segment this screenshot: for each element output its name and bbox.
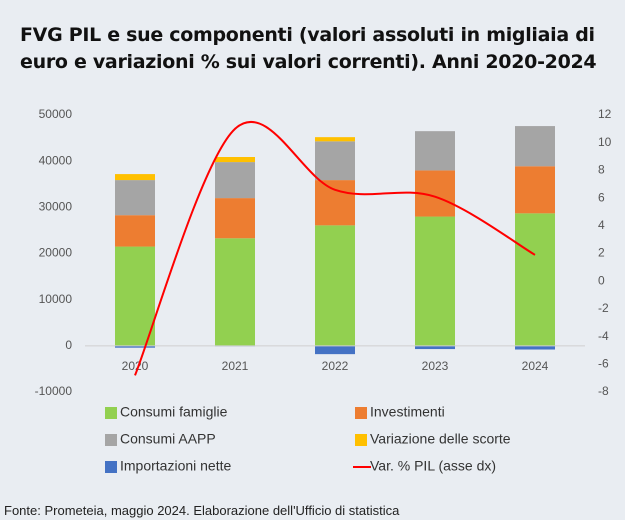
y2-tick-label: -6 <box>598 356 609 370</box>
y2-tick-label: 0 <box>598 273 605 287</box>
legend-label: Variazione delle scorte <box>370 431 511 447</box>
bar-segment <box>315 137 355 142</box>
y-tick-label: 40000 <box>39 153 73 167</box>
y2-tick-label: 12 <box>598 107 612 121</box>
bar-segment <box>515 166 555 214</box>
legend-label: Importazioni nette <box>120 458 231 474</box>
legend-swatch <box>105 461 117 473</box>
y-tick-label: 20000 <box>39 246 73 260</box>
y-tick-label: 30000 <box>39 200 73 214</box>
legend-swatch <box>105 407 117 419</box>
y-tick-label: 0 <box>65 338 72 352</box>
legend-label: Investimenti <box>370 404 445 420</box>
y2-tick-label: 4 <box>598 218 605 232</box>
x-tick-label: 2022 <box>322 359 349 373</box>
x-tick-label: 2023 <box>422 359 449 373</box>
legend-label: Consumi famiglie <box>120 404 228 420</box>
legend-swatch <box>105 434 117 446</box>
y2-tick-label: 2 <box>598 246 605 260</box>
y2-tick-label: 6 <box>598 190 605 204</box>
bar-segment <box>115 174 155 181</box>
y2-tick-label: -8 <box>598 384 609 398</box>
line-series <box>134 120 536 376</box>
bar-segment <box>215 238 255 346</box>
y2-tick-label: 8 <box>598 163 605 177</box>
bar-segment <box>415 216 455 346</box>
bar-segment <box>115 246 155 346</box>
bar-segment <box>115 345 155 348</box>
x-tick-label: 2021 <box>222 359 249 373</box>
bar-segment <box>515 213 555 346</box>
source-note: Fonte: Prometeia, maggio 2024. Elaborazi… <box>4 503 400 518</box>
bar-segment <box>515 126 555 167</box>
bar-segment <box>215 162 255 199</box>
legend-label: Var. % PIL (asse dx) <box>370 458 496 474</box>
legend-swatch <box>355 434 367 446</box>
bar-segment <box>115 180 155 216</box>
chart-title: FVG PIL e sue componenti (valori assolut… <box>20 24 597 73</box>
y-tick-label: 50000 <box>39 107 73 121</box>
bar-segment <box>315 225 355 346</box>
bar-segment <box>315 141 355 181</box>
bar-segment <box>315 345 355 355</box>
chart: -10000 0 10000 20000 30000 40000 50000 -8 -6 -4 -2… <box>35 107 612 474</box>
y2-tick-label: 10 <box>598 135 612 149</box>
y-tick-label: 10000 <box>39 292 73 306</box>
y2-tick-label: -2 <box>598 301 609 315</box>
legend-swatch <box>355 407 367 419</box>
bar-segment <box>215 198 255 239</box>
bar-segment <box>115 215 155 247</box>
bar-segment <box>515 345 555 350</box>
bar-segment <box>215 157 255 163</box>
x-tick-label: 2020 <box>122 359 149 373</box>
bar-segment <box>315 180 355 226</box>
y2-tick-label: -4 <box>598 329 609 343</box>
y-tick-label: -10000 <box>35 384 73 398</box>
x-tick-label: 2024 <box>522 359 549 373</box>
bar-segment <box>415 131 455 171</box>
legend-label: Consumi AAPP <box>120 431 216 447</box>
bar-segment <box>415 345 455 350</box>
